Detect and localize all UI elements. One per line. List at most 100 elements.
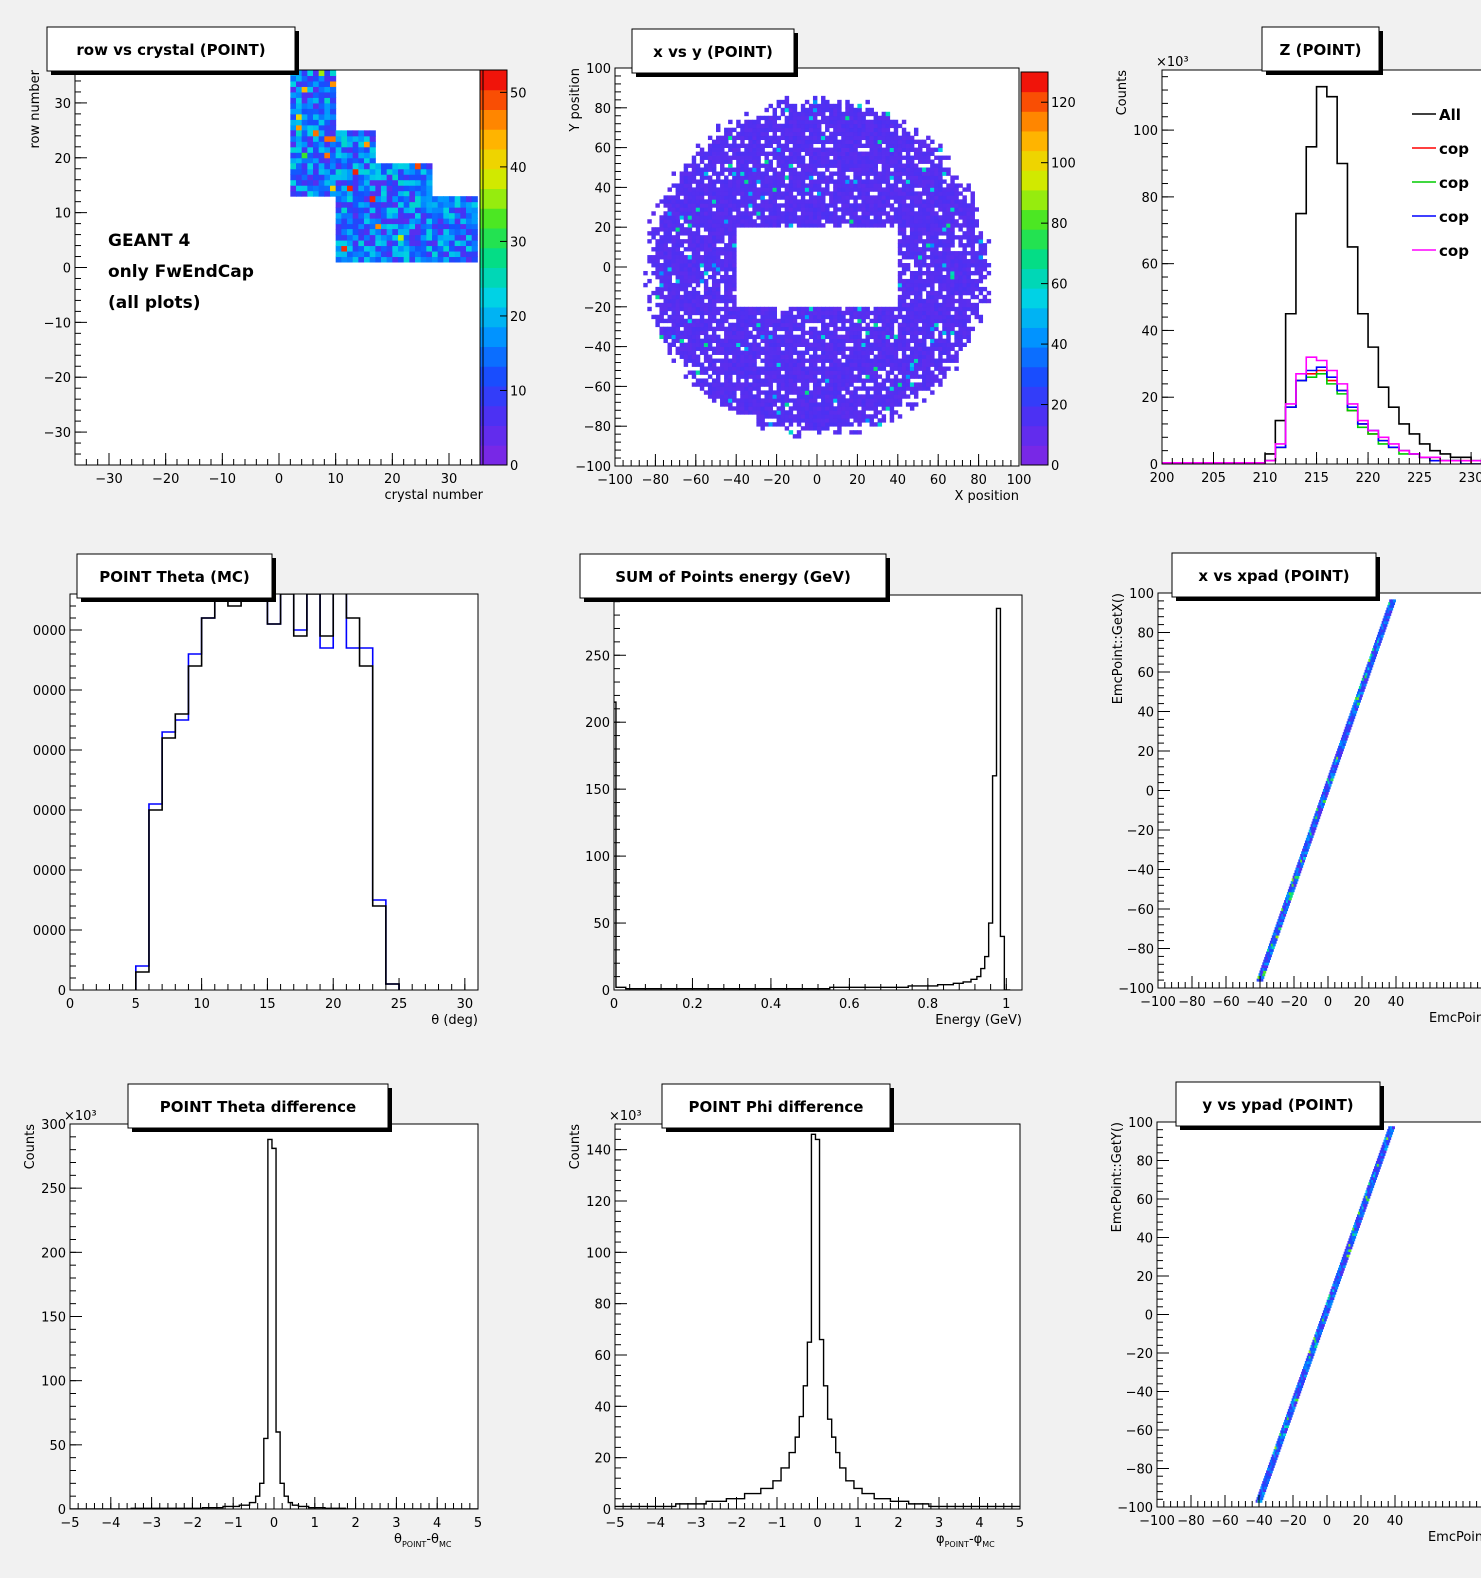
heatmap-cell — [667, 298, 672, 304]
heatmap-cell — [837, 326, 842, 332]
heatmap-cell — [780, 362, 786, 367]
heatmap-cell — [930, 167, 935, 172]
p1-plot-area — [75, 70, 483, 465]
heatmap-cell — [857, 115, 862, 121]
heatmap-cell — [897, 310, 903, 316]
heatmap-cell — [426, 218, 433, 225]
heatmap-cell — [869, 179, 874, 184]
heatmap-cell — [788, 378, 794, 383]
heatmap-cell — [954, 199, 959, 204]
heatmap-cell — [950, 231, 955, 236]
heatmap-cell — [784, 374, 790, 379]
heatmap-cell — [772, 211, 777, 216]
heatmap-cell — [776, 414, 782, 419]
heatmap-cell — [897, 358, 903, 363]
heatmap-cell — [313, 179, 320, 186]
heatmap-cell — [829, 179, 834, 184]
heatmap-cell — [958, 239, 963, 244]
heatmap-cell — [873, 366, 878, 371]
heatmap-cell — [792, 151, 798, 156]
heatmap-cell — [663, 274, 668, 280]
heatmap-cell — [893, 183, 899, 188]
heatmap-cell — [833, 330, 838, 336]
heatmap-cell — [958, 207, 963, 212]
heatmap-cell — [857, 163, 862, 168]
heatmap-cell — [913, 346, 919, 351]
heatmap-cell — [845, 179, 850, 184]
heatmap-cell — [918, 179, 923, 184]
heatmap-cell — [675, 203, 681, 208]
heatmap-cell — [889, 191, 895, 196]
heatmap-cell — [392, 190, 399, 197]
heatmap-cell — [918, 199, 923, 204]
heatmap-cell — [426, 179, 433, 186]
heatmap-cell — [934, 306, 939, 312]
heatmap-cell — [821, 207, 826, 212]
heatmap-cell — [922, 310, 927, 316]
heatmap-cell — [776, 135, 782, 141]
heatmap-cell — [881, 306, 887, 312]
heatmap-cell — [897, 302, 903, 308]
heatmap-cell — [732, 203, 737, 208]
heatmap-cell — [808, 187, 814, 192]
heatmap-cell — [905, 378, 911, 383]
heatmap-cell — [736, 211, 741, 216]
heatmap-cell — [752, 362, 757, 367]
heatmap-cell — [788, 350, 794, 355]
heatmap-cell — [812, 151, 818, 156]
heatmap-cell — [711, 318, 717, 324]
heatmap-cell — [748, 147, 753, 152]
heatmap-cell — [324, 75, 331, 82]
heatmap-cell — [901, 163, 907, 168]
heatmap-cell — [683, 326, 689, 332]
heatmap-cell — [853, 338, 858, 344]
heatmap-cell — [732, 243, 737, 248]
heatmap-cell — [877, 346, 883, 351]
heatmap-cell — [946, 290, 951, 296]
heatmap-cell — [889, 406, 895, 411]
heatmap-cell — [885, 127, 891, 133]
heatmap-cell — [740, 366, 745, 371]
heatmap-cell — [954, 282, 959, 288]
heatmap-cell — [724, 259, 729, 264]
heatmap-cell — [683, 270, 689, 276]
heatmap-cell — [420, 240, 427, 247]
heatmap-cell — [918, 386, 923, 391]
heatmap-cell — [930, 259, 935, 264]
heatmap-cell — [386, 240, 393, 247]
heatmap-cell — [873, 219, 878, 224]
heatmap-cell — [752, 191, 757, 196]
heatmap-cell — [699, 294, 705, 300]
heatmap-cell — [897, 398, 903, 403]
heatmap-cell — [833, 195, 838, 200]
heatmap-cell — [381, 223, 388, 230]
heatmap-cell — [724, 326, 729, 332]
heatmap-cell — [812, 203, 818, 208]
heatmap-cell — [845, 318, 850, 324]
heatmap-cell — [869, 223, 874, 228]
heatmap-cell — [667, 203, 672, 208]
heatmap-cell — [962, 203, 967, 208]
heatmap-cell — [804, 127, 810, 133]
heatmap-cell — [861, 199, 866, 204]
heatmap-cell — [392, 251, 399, 258]
heatmap-cell — [780, 151, 786, 156]
heatmap-cell — [970, 239, 975, 244]
heatmap-cell — [711, 267, 717, 272]
heatmap-cell — [926, 159, 931, 164]
heatmap-cell — [849, 115, 854, 121]
heatmap-cell — [736, 219, 741, 224]
heatmap-cell — [853, 131, 858, 137]
heatmap-cell — [845, 143, 850, 148]
heatmap-cell — [893, 366, 899, 371]
y-axis-label: row number — [28, 69, 43, 148]
heatmap-cell — [934, 235, 939, 240]
heatmap-cell — [865, 306, 870, 312]
heatmap-cell — [812, 358, 818, 363]
heatmap-cell — [821, 370, 826, 375]
heatmap-cell — [812, 163, 818, 168]
heatmap-cell — [962, 263, 967, 268]
heatmap-cell — [841, 127, 846, 133]
heatmap-cell — [784, 215, 790, 220]
